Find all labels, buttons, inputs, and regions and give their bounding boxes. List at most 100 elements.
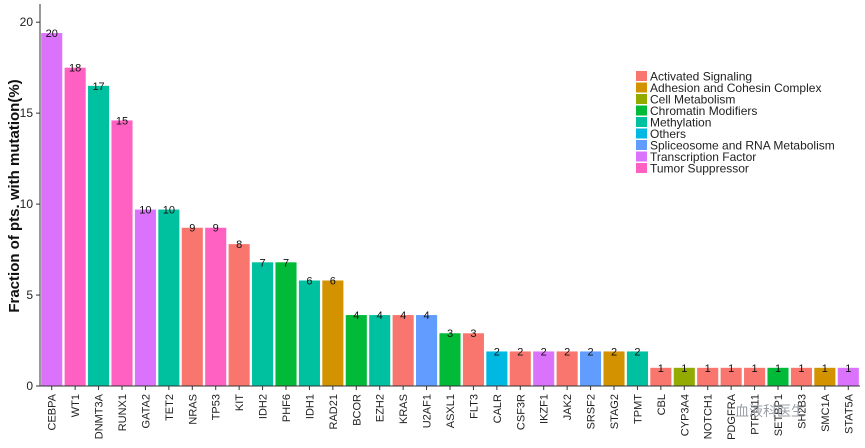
x-tick-label: CEBPA	[47, 393, 59, 430]
legend-swatch	[636, 117, 647, 127]
x-tick-label: PHF6	[281, 394, 293, 422]
bar-gata2	[134, 209, 156, 386]
data-label-phf6: 7	[283, 257, 289, 269]
legend-label: Methylation	[650, 116, 711, 130]
bar-cebpa	[41, 33, 63, 386]
x-tick-label: FLT3	[468, 394, 480, 419]
x-tick-label: SH2B3	[796, 394, 808, 429]
x-tick-label: U2AF1	[422, 394, 434, 428]
data-label-flt3: 3	[470, 328, 476, 340]
x-tick-label: GATA2	[140, 394, 152, 428]
x-tick-label: ASXL1	[445, 394, 457, 428]
legend-swatch	[636, 128, 647, 139]
bar-kras	[392, 315, 414, 386]
x-tick-label: CSF3R	[515, 394, 527, 430]
bar-calr	[486, 351, 508, 386]
y-axis: 0 5 10 15 20	[20, 4, 41, 393]
bar-notch1	[697, 367, 719, 386]
x-tick-label: RUNX1	[117, 394, 129, 431]
bar-stag2	[603, 351, 625, 386]
legend-swatch	[636, 82, 647, 93]
y-tick-label: 5	[26, 288, 33, 302]
data-label-idh1: 6	[306, 275, 312, 287]
y-tick-label: 0	[26, 379, 33, 393]
y-axis-title: Fraction of pts. with mutation(%)	[6, 79, 23, 312]
x-tick-label: WT1	[70, 394, 82, 417]
x-tick-label: BCOR	[351, 394, 363, 426]
data-label-gata2: 10	[139, 205, 151, 217]
bar-rad21	[322, 280, 344, 386]
data-label-dnmt3a: 17	[92, 81, 104, 93]
bar-setbp1	[767, 367, 789, 386]
bar-smc1a	[814, 367, 836, 386]
data-label-tp53: 9	[213, 223, 219, 235]
bar-bcor	[345, 315, 367, 386]
data-label-csf3r: 2	[517, 346, 523, 358]
bar-pdgfra	[720, 367, 742, 386]
y-tick-label: 10	[20, 197, 34, 211]
bar-flt3	[462, 333, 484, 386]
bar-dnmt3a	[88, 85, 110, 386]
x-tick-label: KIT	[234, 394, 246, 411]
legend-swatch	[636, 94, 647, 104]
legend-swatch	[636, 71, 647, 81]
legend-swatch	[636, 163, 647, 173]
x-tick-label: NRAS	[187, 394, 199, 425]
legend-label: Activated Signaling	[650, 70, 752, 84]
bar-asxl1	[439, 333, 461, 386]
x-tick-label: EZH2	[375, 394, 387, 422]
data-label-idh2: 7	[260, 257, 266, 269]
data-label-tet2: 10	[163, 205, 175, 217]
data-label-pdgfra: 1	[728, 363, 734, 375]
x-tick-label: IDH1	[304, 394, 316, 419]
bar-tpmt	[626, 351, 648, 386]
data-label-smc1a: 1	[822, 363, 828, 375]
bar-idh1	[298, 280, 320, 386]
data-label-cyp3a4: 1	[681, 363, 687, 375]
bar-phf6	[275, 262, 297, 386]
x-tick-label: TP53	[211, 394, 223, 420]
x-tick-label: RAD21	[328, 394, 340, 429]
bar-jak2	[556, 351, 578, 386]
legend-label: Transcription Factor	[650, 150, 756, 164]
legend-label: Tumor Suppressor	[650, 162, 749, 176]
x-tick-label: TPMT	[632, 394, 644, 424]
data-labels: 20 18 17 15 10 10 9 9 8 7 7 6 6 4 4 4 4 3 3 2 2 2 2 2 2 2 1 1 1 1 1 1 1 1…	[46, 28, 852, 375]
data-label-jak2: 2	[564, 346, 570, 358]
data-label-kit: 8	[236, 239, 242, 251]
x-tick-label: CBL	[656, 394, 668, 415]
y-tick-label: 20	[20, 15, 34, 29]
bar-ezh2	[369, 315, 391, 386]
bars	[41, 33, 859, 387]
data-label-cebpa: 20	[46, 28, 58, 40]
data-label-bcor: 4	[353, 310, 359, 322]
data-label-srsf2: 2	[588, 346, 594, 358]
watermark: 血液科医生	[735, 404, 805, 420]
legend-label: Others	[650, 127, 686, 141]
x-tick-label: KRAS	[398, 394, 410, 424]
x-tick-label: IDH2	[258, 394, 270, 419]
data-label-ptpn11: 1	[752, 363, 758, 375]
x-tick-label: STAT5A	[843, 393, 855, 434]
x-tick-label: SMC1A	[820, 393, 832, 432]
y-tick-label: 15	[20, 106, 34, 120]
bar-tp53	[205, 227, 227, 386]
data-label-tpmt: 2	[634, 346, 640, 358]
data-label-ezh2: 4	[377, 310, 383, 322]
x-tick-label: PDGFRA	[726, 393, 738, 440]
bar-kit	[228, 244, 250, 386]
data-label-stag2: 2	[611, 346, 617, 358]
data-label-sh2b3: 1	[798, 363, 804, 375]
x-tick-label: JAK2	[562, 394, 574, 420]
bar-tet2	[158, 209, 180, 386]
bar-u2af1	[416, 315, 438, 386]
bar-cbl	[650, 367, 672, 386]
data-label-stat5a: 1	[845, 363, 851, 375]
data-label-rad21: 6	[330, 275, 336, 287]
data-label-ikzf1: 2	[541, 346, 547, 358]
bar-ptpn11	[744, 367, 766, 386]
bar-wt1	[64, 67, 86, 387]
x-tick-label: NOTCH1	[703, 394, 715, 439]
data-label-kras: 4	[400, 310, 406, 322]
